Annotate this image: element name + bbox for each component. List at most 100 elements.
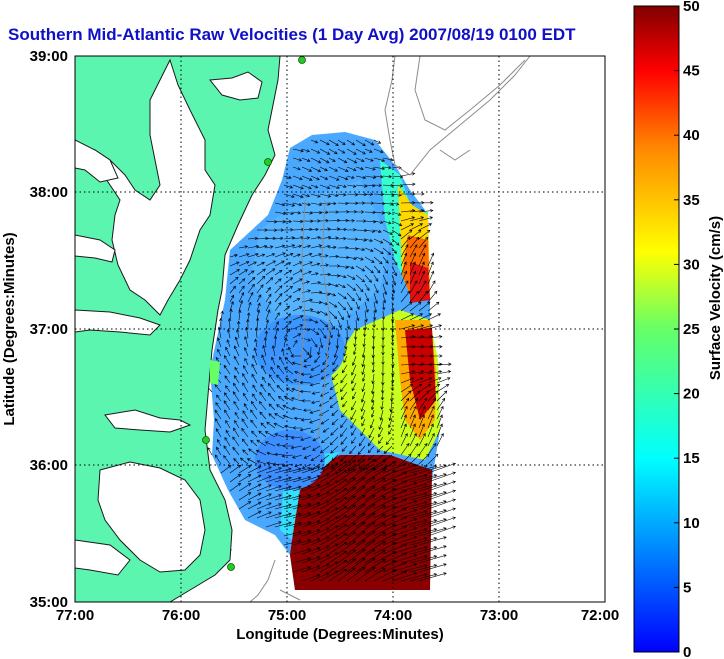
velocity-arrow bbox=[340, 427, 348, 438]
velocity-arrow bbox=[283, 320, 292, 330]
velocity-arrow bbox=[256, 261, 265, 267]
velocity-arrow bbox=[337, 495, 357, 510]
velocity-arrow bbox=[243, 403, 249, 411]
velocity-arrow bbox=[274, 252, 286, 258]
velocity-arrow bbox=[258, 430, 267, 438]
velocity-arrow bbox=[409, 377, 424, 384]
velocity-arrow bbox=[310, 253, 322, 258]
velocity-arrow bbox=[283, 269, 293, 276]
velocity-arrow bbox=[418, 383, 432, 393]
velocity-arrow bbox=[400, 280, 409, 294]
velocity-arrow bbox=[409, 528, 438, 537]
velocity-arrow bbox=[223, 364, 231, 375]
velocity-arrow bbox=[409, 383, 423, 393]
velocity-arrow bbox=[216, 394, 222, 402]
velocity-arrow bbox=[340, 418, 348, 429]
velocity-arrow bbox=[310, 364, 321, 371]
velocity-arrow bbox=[400, 442, 410, 456]
velocity-arrow bbox=[328, 478, 348, 492]
velocity-arrow bbox=[337, 274, 347, 279]
velocity-arrow bbox=[319, 445, 330, 454]
velocity-arrow bbox=[400, 182, 416, 186]
bathymetry-contour-2 bbox=[414, 56, 526, 131]
velocity-arrow bbox=[238, 278, 246, 285]
velocity-arrow bbox=[303, 364, 312, 368]
velocity-arrow bbox=[301, 166, 313, 172]
velocity-arrow bbox=[427, 270, 435, 285]
velocity-arrow bbox=[355, 549, 376, 564]
velocity-arrow bbox=[310, 184, 319, 189]
velocity-arrow bbox=[247, 291, 254, 303]
velocity-arrow bbox=[301, 493, 321, 501]
velocity-arrow bbox=[310, 244, 323, 249]
velocity-arrow bbox=[337, 184, 347, 188]
velocity-arrow bbox=[340, 382, 348, 393]
velocity-arrow bbox=[364, 201, 375, 205]
velocity-arrow bbox=[300, 418, 312, 422]
velocity-arrow bbox=[373, 274, 379, 282]
velocity-arrow bbox=[292, 454, 303, 459]
velocity-arrow bbox=[409, 252, 417, 267]
velocity-arrow bbox=[254, 338, 258, 348]
velocity-arrow bbox=[292, 253, 301, 258]
velocity-arrow bbox=[337, 292, 347, 300]
velocity-arrow bbox=[346, 513, 366, 528]
map-title: Southern Mid-Atlantic Raw Velocities (1 … bbox=[8, 25, 576, 44]
velocity-arrow bbox=[373, 229, 382, 233]
velocity-arrow bbox=[436, 414, 443, 429]
velocity-arrow bbox=[409, 270, 417, 285]
velocity-arrow bbox=[229, 464, 242, 474]
velocity-arrow bbox=[382, 211, 392, 215]
velocity-arrow bbox=[418, 405, 426, 420]
velocity-arrow bbox=[256, 460, 267, 465]
barrier-island bbox=[210, 360, 220, 385]
velocity-arrow bbox=[418, 252, 426, 267]
velocity-arrow bbox=[364, 468, 386, 483]
velocity-arrow bbox=[409, 555, 438, 564]
velocity-arrow bbox=[355, 139, 366, 147]
velocity-arrow bbox=[310, 281, 322, 285]
velocity-arrow bbox=[259, 411, 267, 420]
velocity-arrow bbox=[346, 219, 356, 223]
velocity-arrow bbox=[274, 476, 292, 483]
velocity-arrow bbox=[328, 505, 348, 519]
velocity-arrow bbox=[274, 269, 283, 276]
velocity-arrow bbox=[301, 261, 313, 267]
velocity-arrow bbox=[418, 244, 427, 258]
velocity-arrow bbox=[337, 148, 346, 154]
velocity-arrow bbox=[310, 572, 330, 582]
velocity-arrow bbox=[364, 148, 373, 153]
velocity-arrow bbox=[224, 375, 231, 384]
velocity-arrow bbox=[220, 465, 232, 474]
velocity-arrow bbox=[328, 541, 348, 555]
velocity-arrow bbox=[364, 310, 368, 323]
velocity-arrow bbox=[378, 418, 384, 430]
velocity-arrow bbox=[373, 515, 397, 528]
velocity-arrow bbox=[400, 301, 413, 312]
velocity-arrow bbox=[301, 193, 310, 198]
velocity-arrow bbox=[247, 501, 262, 510]
velocity-arrow bbox=[260, 383, 267, 393]
velocity-arrow bbox=[301, 565, 321, 573]
velocity-arrow bbox=[382, 220, 392, 225]
velocity-arrow bbox=[364, 157, 374, 162]
velocity-arrow bbox=[328, 523, 348, 537]
velocity-arrow bbox=[382, 543, 408, 555]
velocity-arrow bbox=[319, 263, 329, 267]
velocity-arrow bbox=[310, 310, 321, 314]
velocity-arrow bbox=[273, 335, 278, 348]
velocity-arrow bbox=[374, 454, 384, 462]
velocity-arrow bbox=[382, 301, 386, 311]
velocity-arrow bbox=[385, 436, 393, 445]
velocity-arrow bbox=[382, 183, 394, 188]
velocity-arrow bbox=[410, 192, 425, 196]
velocity-arrow bbox=[364, 567, 386, 582]
velocity-arrow bbox=[373, 470, 397, 483]
velocity-arrow bbox=[292, 512, 312, 519]
velocity-arrow bbox=[427, 397, 437, 411]
velocity-arrow bbox=[255, 317, 260, 330]
velocity-arrow bbox=[244, 347, 249, 357]
velocity-arrow bbox=[418, 209, 434, 213]
velocity-arrow bbox=[300, 372, 312, 376]
velocity-arrow bbox=[215, 356, 222, 366]
